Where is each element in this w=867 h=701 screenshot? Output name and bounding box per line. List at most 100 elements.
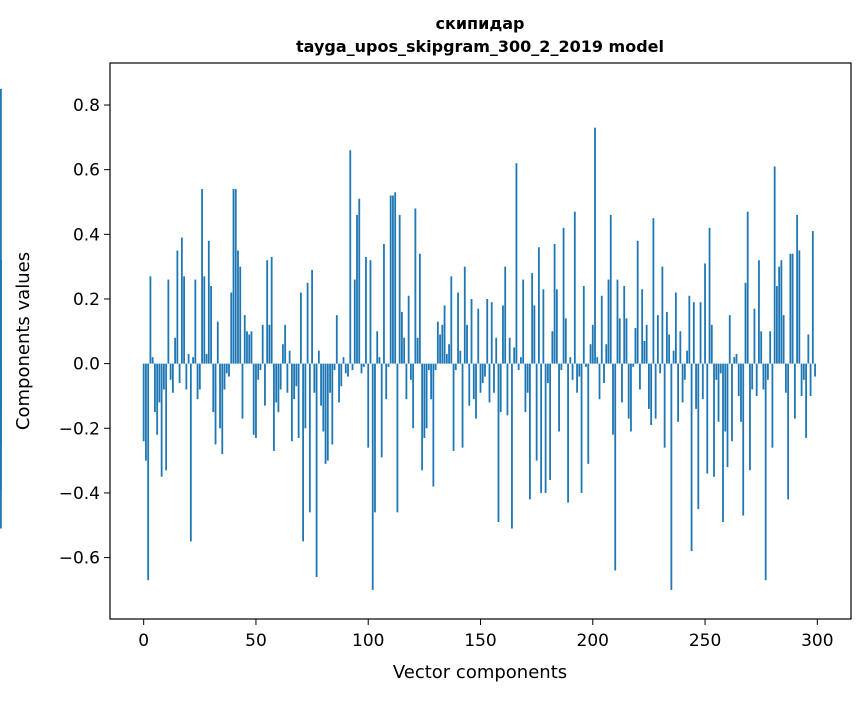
bar: [178, 363, 181, 384]
bar: [531, 273, 534, 364]
bar: [317, 350, 320, 364]
bar: [811, 231, 814, 364]
bar: [746, 211, 749, 364]
bar: [652, 218, 655, 364]
bar: [724, 363, 727, 432]
bar: [580, 363, 583, 493]
bar: [627, 363, 630, 419]
bar: [706, 363, 709, 474]
bar: [616, 279, 619, 364]
bar: [634, 328, 637, 364]
bar: [279, 363, 282, 390]
bar: [621, 363, 623, 403]
bar: [194, 279, 197, 364]
x-tick-label: 100: [352, 631, 384, 651]
bar: [228, 363, 230, 377]
bar: [796, 214, 799, 364]
bar: [814, 363, 816, 377]
bar: [432, 363, 435, 487]
bar: [573, 211, 576, 364]
bar: [147, 363, 150, 581]
bar: [151, 357, 154, 364]
bar: [484, 363, 486, 377]
bar: [800, 363, 803, 396]
bar: [331, 363, 334, 445]
bar: [605, 344, 608, 364]
bar: [311, 269, 313, 364]
bar: [490, 302, 493, 364]
bar: [558, 363, 560, 432]
bar: [308, 363, 311, 513]
bar: [636, 240, 639, 364]
bar: [358, 198, 361, 364]
bar: [587, 363, 590, 464]
bar: [371, 363, 374, 590]
bar: [0, 260, 2, 364]
bar: [789, 253, 792, 364]
bar: [234, 189, 237, 364]
bar: [461, 363, 464, 448]
bar: [522, 279, 525, 364]
bar: [259, 363, 262, 371]
bar: [219, 363, 221, 429]
bar: [787, 363, 790, 500]
bar: [299, 292, 302, 364]
bar: [618, 318, 621, 364]
bar: [427, 363, 430, 371]
bar: [567, 363, 569, 503]
x-tick-label: 50: [245, 631, 267, 651]
bar: [472, 363, 475, 400]
bar: [385, 363, 388, 400]
bar: [488, 363, 491, 403]
bar: [546, 363, 549, 384]
bar: [511, 363, 513, 529]
bar: [670, 363, 673, 590]
x-tick-label: 250: [689, 631, 721, 651]
bar: [167, 279, 170, 364]
bar: [497, 363, 500, 523]
bar: [277, 363, 280, 413]
bar: [452, 363, 455, 451]
bar: [369, 260, 372, 364]
bar: [230, 292, 233, 364]
bar: [214, 363, 217, 445]
bar: [212, 363, 215, 413]
bar: [342, 357, 345, 364]
bar: [201, 189, 203, 364]
bar: [506, 363, 509, 416]
bar: [486, 298, 489, 364]
bar: [466, 324, 468, 364]
bar: [701, 363, 704, 400]
plot-frame: [109, 62, 852, 620]
bar: [180, 237, 183, 364]
bar: [632, 363, 635, 367]
bar: [717, 363, 720, 422]
bar: [387, 363, 390, 367]
bar: [504, 266, 507, 364]
bar: [499, 363, 502, 413]
bar: [266, 260, 269, 364]
bar: [365, 256, 367, 364]
bar: [187, 353, 190, 364]
bar: [769, 331, 772, 364]
bar: [582, 286, 585, 364]
bar: [477, 308, 480, 364]
bar: [686, 350, 688, 364]
bar: [169, 363, 172, 380]
bar: [578, 363, 581, 377]
bar: [394, 192, 397, 364]
bar: [758, 260, 760, 364]
bar: [603, 363, 605, 384]
bar: [421, 363, 424, 471]
bar: [255, 363, 257, 438]
bar: [807, 334, 810, 364]
bar: [791, 253, 794, 364]
bar: [145, 363, 147, 461]
bar: [661, 266, 664, 364]
bar: [0, 88, 2, 364]
bar: [340, 363, 343, 387]
bar: [468, 363, 471, 406]
bar: [650, 363, 653, 426]
bar: [793, 363, 796, 419]
x-tick-label: 0: [138, 631, 149, 651]
